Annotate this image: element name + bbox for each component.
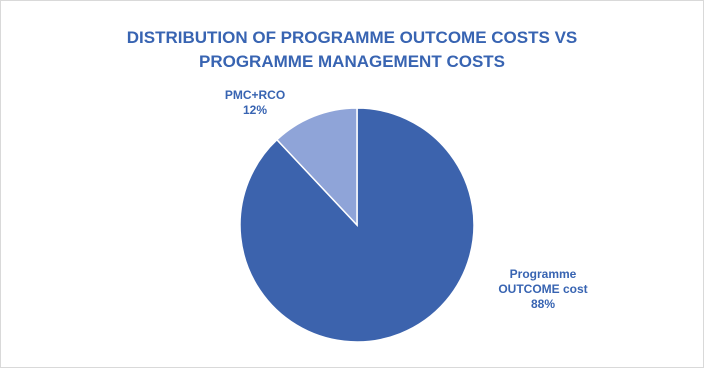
slice-label-1: PMC+RCO 12% <box>225 88 285 117</box>
chart-title-line-1: DISTRIBUTION OF PROGRAMME OUTCOME COSTS … <box>126 28 578 47</box>
slice-labels: Programme OUTCOME cost 88% PMC+RCO 12% <box>225 88 588 311</box>
pie-slices <box>239 107 475 343</box>
pie-slice-1 <box>275 107 358 227</box>
chart-title-line-2: PROGRAMME MANAGEMENT COSTS <box>199 52 505 71</box>
chart-title: DISTRIBUTION OF PROGRAMME OUTCOME COSTS … <box>0 26 704 74</box>
slice-label-0: Programme OUTCOME cost 88% <box>498 267 587 311</box>
